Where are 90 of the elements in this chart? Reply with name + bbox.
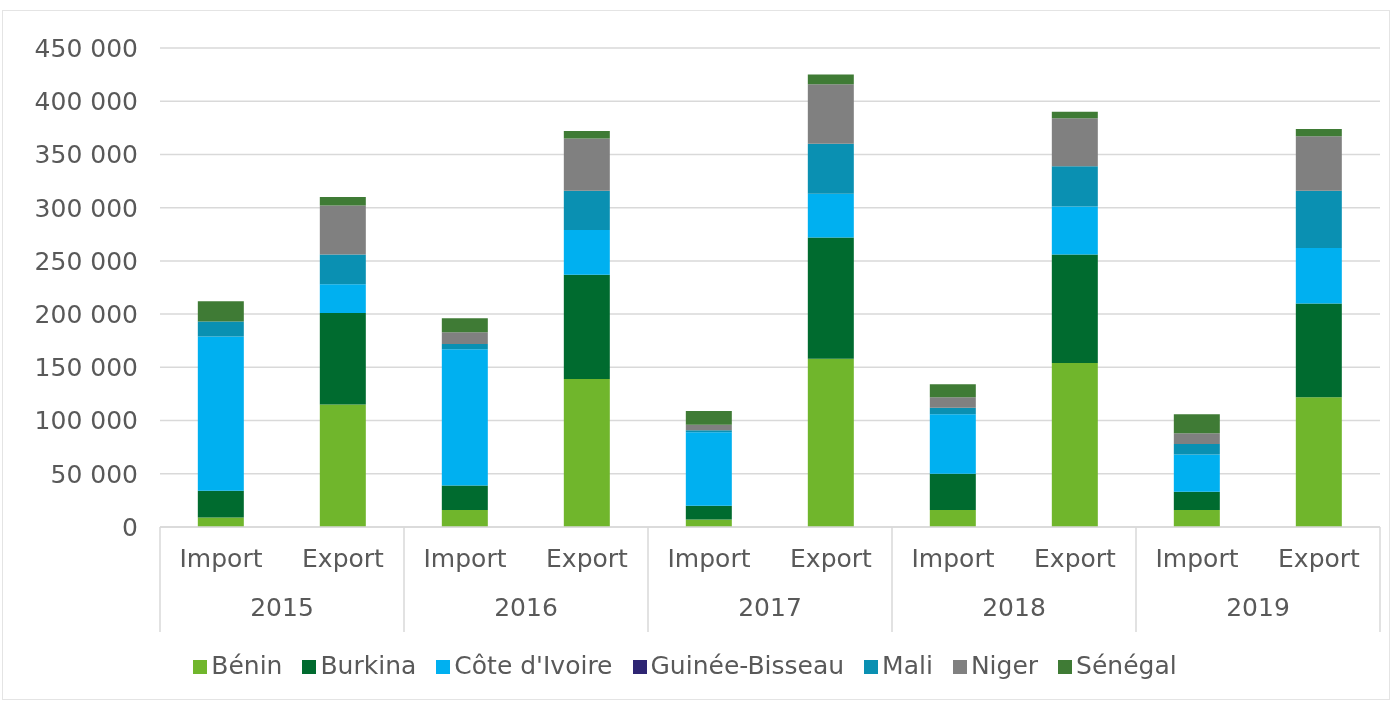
bar xyxy=(1051,254,1098,364)
bar xyxy=(1173,433,1220,444)
bar xyxy=(929,473,976,510)
legend-label: Mali xyxy=(882,651,933,680)
bar xyxy=(319,284,366,314)
bar xyxy=(807,237,854,359)
bar xyxy=(1295,303,1342,398)
bar xyxy=(563,230,610,275)
bar xyxy=(441,332,488,344)
bar xyxy=(197,336,244,491)
bar xyxy=(1051,118,1098,167)
bar xyxy=(685,410,732,425)
x-tick-label: Export xyxy=(302,543,385,573)
x-tick-label: Import xyxy=(667,543,751,573)
x-tick-label: Import xyxy=(423,543,507,573)
bar xyxy=(1051,166,1098,207)
bar xyxy=(441,349,488,486)
bar xyxy=(1295,190,1342,249)
x-tick-label: Import xyxy=(1155,543,1239,573)
legend-label: Guinée-Bisseau xyxy=(650,651,845,680)
bar xyxy=(319,313,366,405)
y-tick-label: 0 xyxy=(122,512,138,542)
bar xyxy=(929,384,976,398)
bar xyxy=(1051,363,1098,527)
y-tick-label: 350 000 xyxy=(34,140,138,170)
y-tick-label: 300 000 xyxy=(34,193,138,223)
bar xyxy=(1295,136,1342,191)
x-tick-label: Export xyxy=(790,543,873,573)
bar xyxy=(319,404,366,527)
bar xyxy=(1051,111,1098,119)
y-tick-label: 50 000 xyxy=(50,459,138,489)
x-tick-label: Export xyxy=(1278,543,1361,573)
bar xyxy=(441,318,488,333)
bar xyxy=(807,193,854,238)
bar xyxy=(1295,128,1342,137)
bar xyxy=(929,509,976,527)
bar xyxy=(197,517,244,527)
bar xyxy=(807,84,854,144)
legend-label: Niger xyxy=(970,651,1039,680)
bar xyxy=(563,379,610,527)
bar xyxy=(197,301,244,322)
bar xyxy=(685,505,732,520)
x-tick-label: Import xyxy=(911,543,995,573)
y-tick-label: 200 000 xyxy=(34,299,138,329)
legend-label: Bénin xyxy=(211,651,283,680)
bar xyxy=(685,432,732,506)
bar xyxy=(1173,443,1220,455)
bar xyxy=(1051,206,1098,255)
bar xyxy=(685,430,732,433)
bar xyxy=(563,138,610,191)
x-tick-label: Export xyxy=(546,543,629,573)
bar xyxy=(807,358,854,527)
text: 2017 xyxy=(738,592,802,622)
bar xyxy=(563,274,610,380)
x-tick-label: Import xyxy=(179,543,263,573)
y-tick-label: 450 000 xyxy=(34,33,138,63)
bar xyxy=(319,205,366,255)
bar xyxy=(319,197,366,206)
bar xyxy=(929,397,976,408)
bar xyxy=(441,343,488,350)
text: 2018 xyxy=(982,592,1046,622)
bar xyxy=(1173,414,1220,434)
y-tick-label: 250 000 xyxy=(34,246,138,276)
bar xyxy=(441,485,488,510)
bar xyxy=(685,424,732,431)
legend-label: Côte d'Ivoire xyxy=(454,651,613,680)
y-tick-label: 400 000 xyxy=(34,87,138,117)
x-tick-label: Export xyxy=(1034,543,1117,573)
text: 2019 xyxy=(1226,592,1290,622)
text: 2016 xyxy=(494,592,558,622)
bar xyxy=(1173,454,1220,492)
bar xyxy=(929,414,976,474)
bar xyxy=(1173,491,1220,510)
y-tick-label: 100 000 xyxy=(34,406,138,436)
legend-label: Sénégal xyxy=(1076,651,1177,680)
bar xyxy=(563,190,610,231)
y-tick-label: 150 000 xyxy=(34,353,138,383)
bar xyxy=(1295,248,1342,304)
bar xyxy=(1295,397,1342,527)
bar xyxy=(807,74,854,85)
bar xyxy=(197,321,244,337)
bar xyxy=(197,490,244,518)
bar xyxy=(319,254,366,285)
text: 2015 xyxy=(250,592,314,622)
bar xyxy=(441,509,488,527)
bar xyxy=(563,131,610,139)
bar xyxy=(929,407,976,415)
legend-label: Burkina xyxy=(320,651,417,680)
bar xyxy=(807,143,854,194)
bar xyxy=(1173,509,1220,527)
